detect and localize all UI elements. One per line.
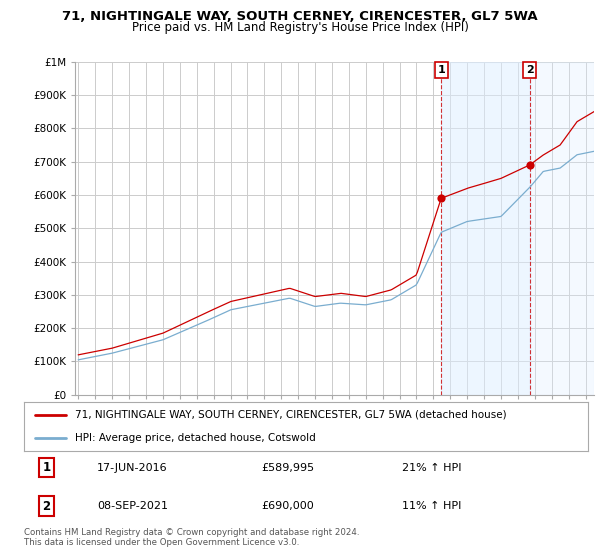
Text: 11% ↑ HPI: 11% ↑ HPI	[402, 501, 461, 511]
Text: 1: 1	[437, 65, 445, 75]
Text: 08-SEP-2021: 08-SEP-2021	[97, 501, 169, 511]
Text: £589,995: £589,995	[261, 463, 314, 473]
Text: 1: 1	[43, 461, 50, 474]
Text: Price paid vs. HM Land Registry's House Price Index (HPI): Price paid vs. HM Land Registry's House …	[131, 21, 469, 34]
Text: 17-JUN-2016: 17-JUN-2016	[97, 463, 168, 473]
Bar	[441, 62, 530, 395]
Text: £690,000: £690,000	[261, 501, 314, 511]
Text: Contains HM Land Registry data © Crown copyright and database right 2024.
This d: Contains HM Land Registry data © Crown c…	[24, 528, 359, 547]
Text: 71, NIGHTINGALE WAY, SOUTH CERNEY, CIRENCESTER, GL7 5WA (detached house): 71, NIGHTINGALE WAY, SOUTH CERNEY, CIREN…	[75, 410, 506, 420]
Text: 71, NIGHTINGALE WAY, SOUTH CERNEY, CIRENCESTER, GL7 5WA: 71, NIGHTINGALE WAY, SOUTH CERNEY, CIREN…	[62, 10, 538, 23]
Point	[436, 194, 446, 203]
Text: 21% ↑ HPI: 21% ↑ HPI	[402, 463, 461, 473]
Text: 2: 2	[43, 500, 50, 512]
Text: 2: 2	[526, 65, 533, 75]
Bar	[530, 62, 594, 395]
Text: HPI: Average price, detached house, Cotswold: HPI: Average price, detached house, Cots…	[75, 433, 316, 444]
Point	[525, 160, 535, 169]
